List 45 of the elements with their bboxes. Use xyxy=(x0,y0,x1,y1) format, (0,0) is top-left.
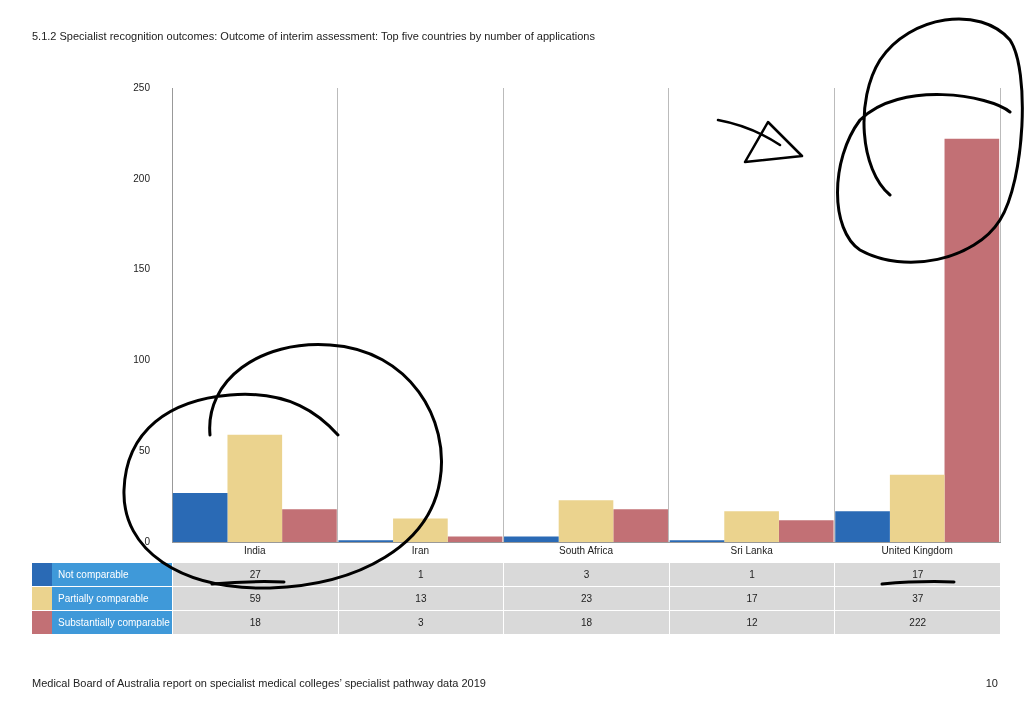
legend-label: Substantially comparable xyxy=(52,611,172,634)
data-label: 3 xyxy=(503,563,669,586)
data-label: 12 xyxy=(668,611,835,634)
data-label: 1 xyxy=(337,563,504,586)
bar xyxy=(835,511,890,542)
data-label: 17 xyxy=(668,587,835,610)
data-label: 13 xyxy=(337,587,504,610)
data-label: 37 xyxy=(834,587,1000,610)
bar xyxy=(282,509,337,542)
data-label: 222 xyxy=(834,611,1000,634)
x-tick-label: India xyxy=(243,544,267,556)
text: Medical Board of Australia report on specialist medical colleges’ specialist pathway data 2019 xyxy=(32,677,486,689)
bar xyxy=(172,492,228,542)
y-tick-label: 250 xyxy=(133,81,151,93)
x-tick-label: Sri Lanka xyxy=(730,544,774,556)
data-label: 18 xyxy=(503,611,669,634)
y-tick-label: 100 xyxy=(133,354,151,366)
data-label: 18 xyxy=(172,611,338,634)
data-label: 17 xyxy=(834,563,1000,586)
chart-title: 5.1.2 Specialist recognition outcomes: Outcome of interim assessment: Top five countries by number of applications xyxy=(32,30,595,42)
y-tick-label: 50 xyxy=(138,444,151,456)
y-tick-label: 0 xyxy=(144,535,151,547)
bar xyxy=(227,434,283,542)
data-label: 23 xyxy=(503,587,669,610)
legend-label: Partially comparable xyxy=(52,587,172,610)
legend-label: Not comparable xyxy=(52,563,172,586)
data-label: 3 xyxy=(337,611,504,634)
y-tick-label: 150 xyxy=(133,263,151,275)
x-tick-label: United Kingdom xyxy=(881,544,953,556)
x-tick-label: Iran xyxy=(411,544,430,556)
bar xyxy=(613,509,668,542)
text: 10 xyxy=(985,677,998,689)
bar xyxy=(889,474,945,542)
bar xyxy=(724,511,779,542)
bar xyxy=(778,520,834,542)
data-label: 1 xyxy=(668,563,835,586)
data-label: 27 xyxy=(172,563,338,586)
bar xyxy=(944,138,1000,542)
bar xyxy=(447,536,503,542)
x-tick-label: South Africa xyxy=(559,544,614,556)
bar xyxy=(393,518,448,542)
data-label: 59 xyxy=(172,587,338,610)
bar xyxy=(558,500,614,542)
y-tick-label: 200 xyxy=(133,172,151,184)
bar xyxy=(504,536,559,542)
